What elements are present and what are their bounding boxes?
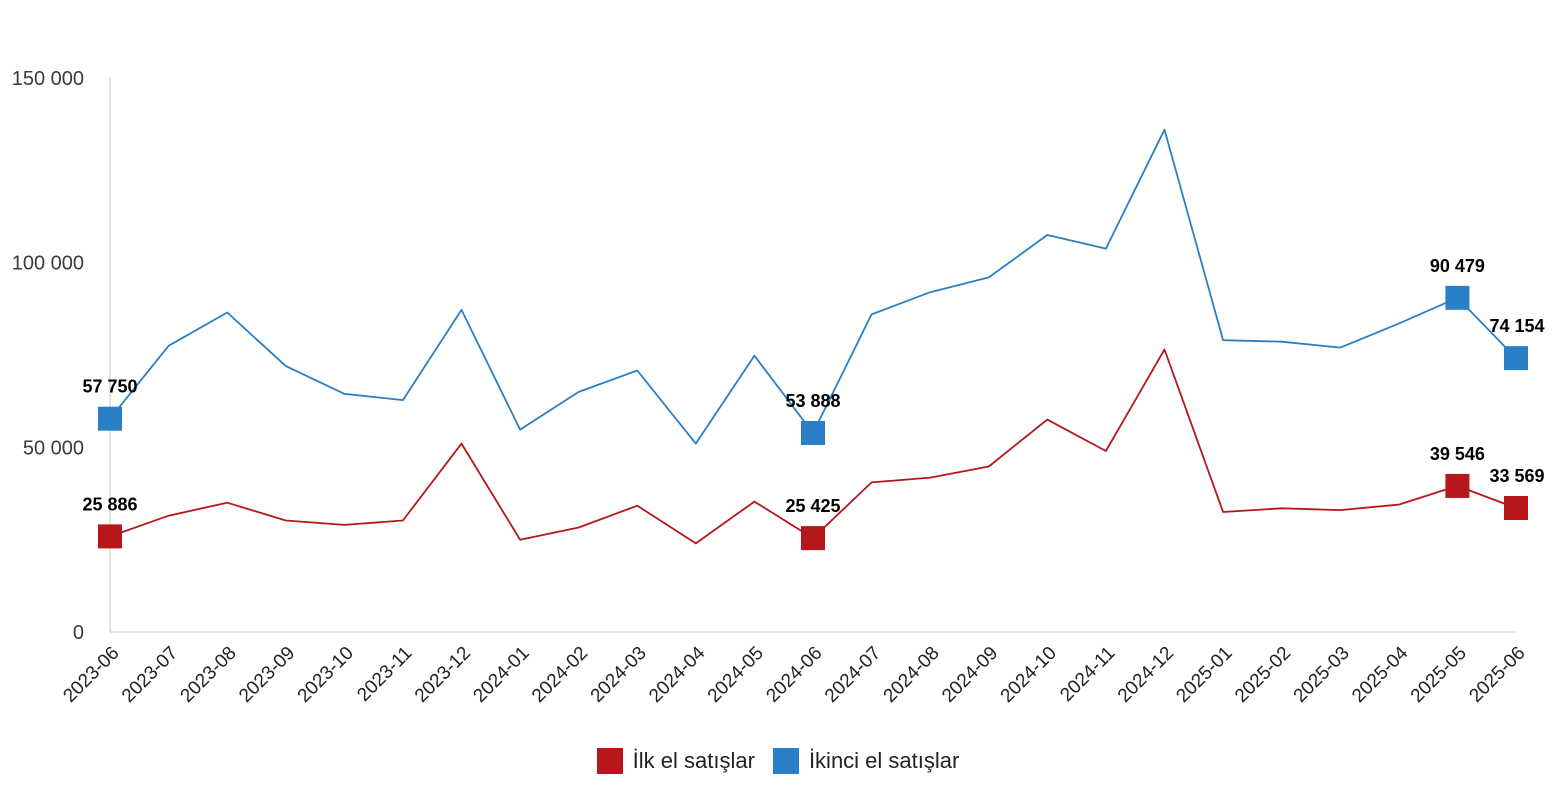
y-tick-label: 100 000 xyxy=(12,253,84,275)
data-marker-2-12 xyxy=(801,420,825,445)
data-markers xyxy=(98,285,1528,551)
x-tick-label: 2023-10 xyxy=(294,643,358,707)
x-tick-label: 2024-02 xyxy=(528,643,592,707)
data-label-2-23: 90 479 xyxy=(1430,256,1485,276)
legend: İlk el satışlar İkinci el satışlar xyxy=(0,748,1556,774)
x-tick-label: 2024-05 xyxy=(704,643,768,707)
data-marker-1-23 xyxy=(1445,473,1470,498)
x-tick-label: 2024-11 xyxy=(1056,643,1119,706)
x-tick-label: 2023-07 xyxy=(118,643,182,707)
data-label-2-24: 74 154 xyxy=(1489,316,1544,336)
x-tick-label: 2024-07 xyxy=(821,643,885,707)
x-tick-label: 2024-04 xyxy=(645,642,709,706)
x-tick-label: 2025-05 xyxy=(1407,643,1471,707)
x-tick-label: 2024-08 xyxy=(880,643,944,707)
legend-swatch-series-2 xyxy=(772,748,799,774)
data-marker-2-23 xyxy=(1445,285,1470,310)
legend-label-series-1: İlk el satışlar xyxy=(632,748,755,773)
x-tick-label: 2023-08 xyxy=(177,643,241,707)
x-tick-label: 2025-06 xyxy=(1465,643,1529,707)
series-lines xyxy=(109,128,1517,545)
data-label-1-24: 33 569 xyxy=(1489,466,1544,486)
x-tick-label: 2025-01 xyxy=(1172,643,1236,707)
y-tick-label: 150 000 xyxy=(12,68,84,90)
x-tick-label: 2023-12 xyxy=(411,643,475,707)
x-tick-label: 2024-01 xyxy=(469,643,533,707)
data-marker-1-24 xyxy=(1504,496,1528,521)
data-label-2-12: 53 888 xyxy=(785,391,840,411)
data-label-1-0: 25 886 xyxy=(82,494,137,514)
y-tick-label: 0 xyxy=(73,622,84,644)
legend-item-series-1[interactable]: İlk el satışlar xyxy=(596,748,755,774)
x-tick-label: 2024-09 xyxy=(938,643,1002,707)
x-tick-label: 2024-10 xyxy=(997,643,1061,707)
data-marker-1-0 xyxy=(98,524,122,549)
x-tick-label: 2024-03 xyxy=(587,643,651,707)
x-tick-label: 2025-04 xyxy=(1348,642,1412,706)
x-tick-label: 2025-02 xyxy=(1231,643,1295,707)
x-tick-label: 2023-06 xyxy=(59,643,123,707)
x-tick-label: 2024-12 xyxy=(1114,643,1178,707)
legend-label-series-2: İkinci el satışlar xyxy=(808,748,960,773)
data-marker-1-12 xyxy=(801,526,825,551)
x-tick-label: 2023-11 xyxy=(353,643,416,706)
x-axis-ticks: 2023-062023-072023-082023-092023-102023-… xyxy=(59,642,1529,706)
legend-item-series-2[interactable]: İkinci el satışlar xyxy=(772,748,960,774)
data-marker-2-0 xyxy=(98,406,122,431)
x-tick-label: 2025-03 xyxy=(1290,643,1354,707)
x-tick-label: 2024-06 xyxy=(762,643,826,707)
legend-swatch-series-1 xyxy=(596,748,623,774)
y-axis-ticks: 0 50 000 100 000 150 000 xyxy=(12,68,84,644)
data-label-1-12: 25 425 xyxy=(785,496,840,516)
data-label-2-0: 57 750 xyxy=(82,377,137,397)
y-tick-label: 50 000 xyxy=(23,437,84,459)
data-label-1-23: 39 546 xyxy=(1430,444,1485,464)
x-tick-label: 2023-09 xyxy=(235,643,299,707)
data-marker-2-24 xyxy=(1504,346,1528,371)
